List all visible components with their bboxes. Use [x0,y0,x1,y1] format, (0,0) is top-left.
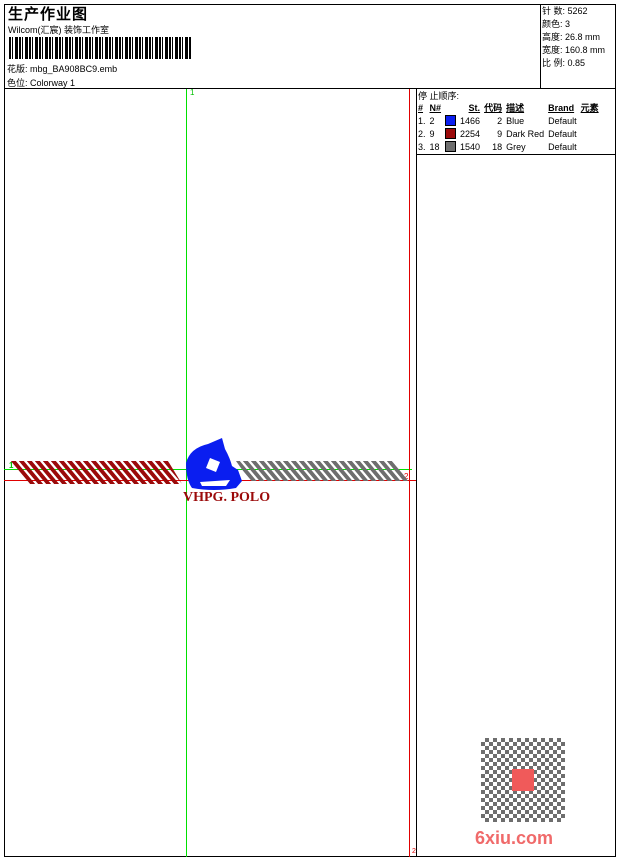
red-stripe-band [10,461,182,484]
company-name: Wilcom(汇宸) 装饰工作室 [8,25,109,35]
end-vertical-guide [409,89,410,857]
watermark-logo: 6xiu.com [475,828,554,848]
color-swatch [445,128,457,140]
page-title: 生产作业图 [8,6,89,23]
end-marker: 2 [412,848,416,855]
color-swatch [445,115,457,127]
table-row: 3. 18 1540 18 Grey Default [418,141,577,153]
divider [416,88,417,857]
stop-sequence-table: # N# St. 代码 描述 Brand 元素 1. 2 1466 2 Blue Default 2.… [418,102,599,153]
seal-stamp [512,769,534,791]
design-text: VHPG. POLO [183,490,271,505]
table-row: 1. 2 1466 2 Blue Default [418,115,577,127]
stat-height: 高度: 26.8 mm [542,32,601,42]
page-frame [4,4,616,857]
table-row: 2. 9 2254 9 Dark Red Default [418,128,577,140]
start-marker: 1 [9,461,14,470]
grey-stripe-band [236,461,408,481]
divider [540,4,541,88]
design-file: 花版: mbg_BA908BC9.emb [7,64,118,74]
stat-colors: 颜色: 3 [542,19,571,29]
color-swatch [445,141,457,153]
start-marker: 1 [190,88,195,97]
end-marker: 2 [404,472,409,481]
divider [416,154,616,155]
stat-stitches: 针 数: 5262 [542,6,588,16]
stat-scale: 比 例: 0.85 [542,58,586,68]
design-stats: 针 数: 5262 颜色: 3 高度: 26.8 mm 宽度: 160.8 mm… [542,5,605,70]
center-vertical-guide [186,89,187,857]
stop-sequence-title: 停 止顺序: [418,91,460,101]
colorway: 色位: Colorway 1 [7,78,76,88]
stat-width: 宽度: 160.8 mm [542,45,606,55]
barcode [9,37,191,59]
divider [4,88,616,89]
